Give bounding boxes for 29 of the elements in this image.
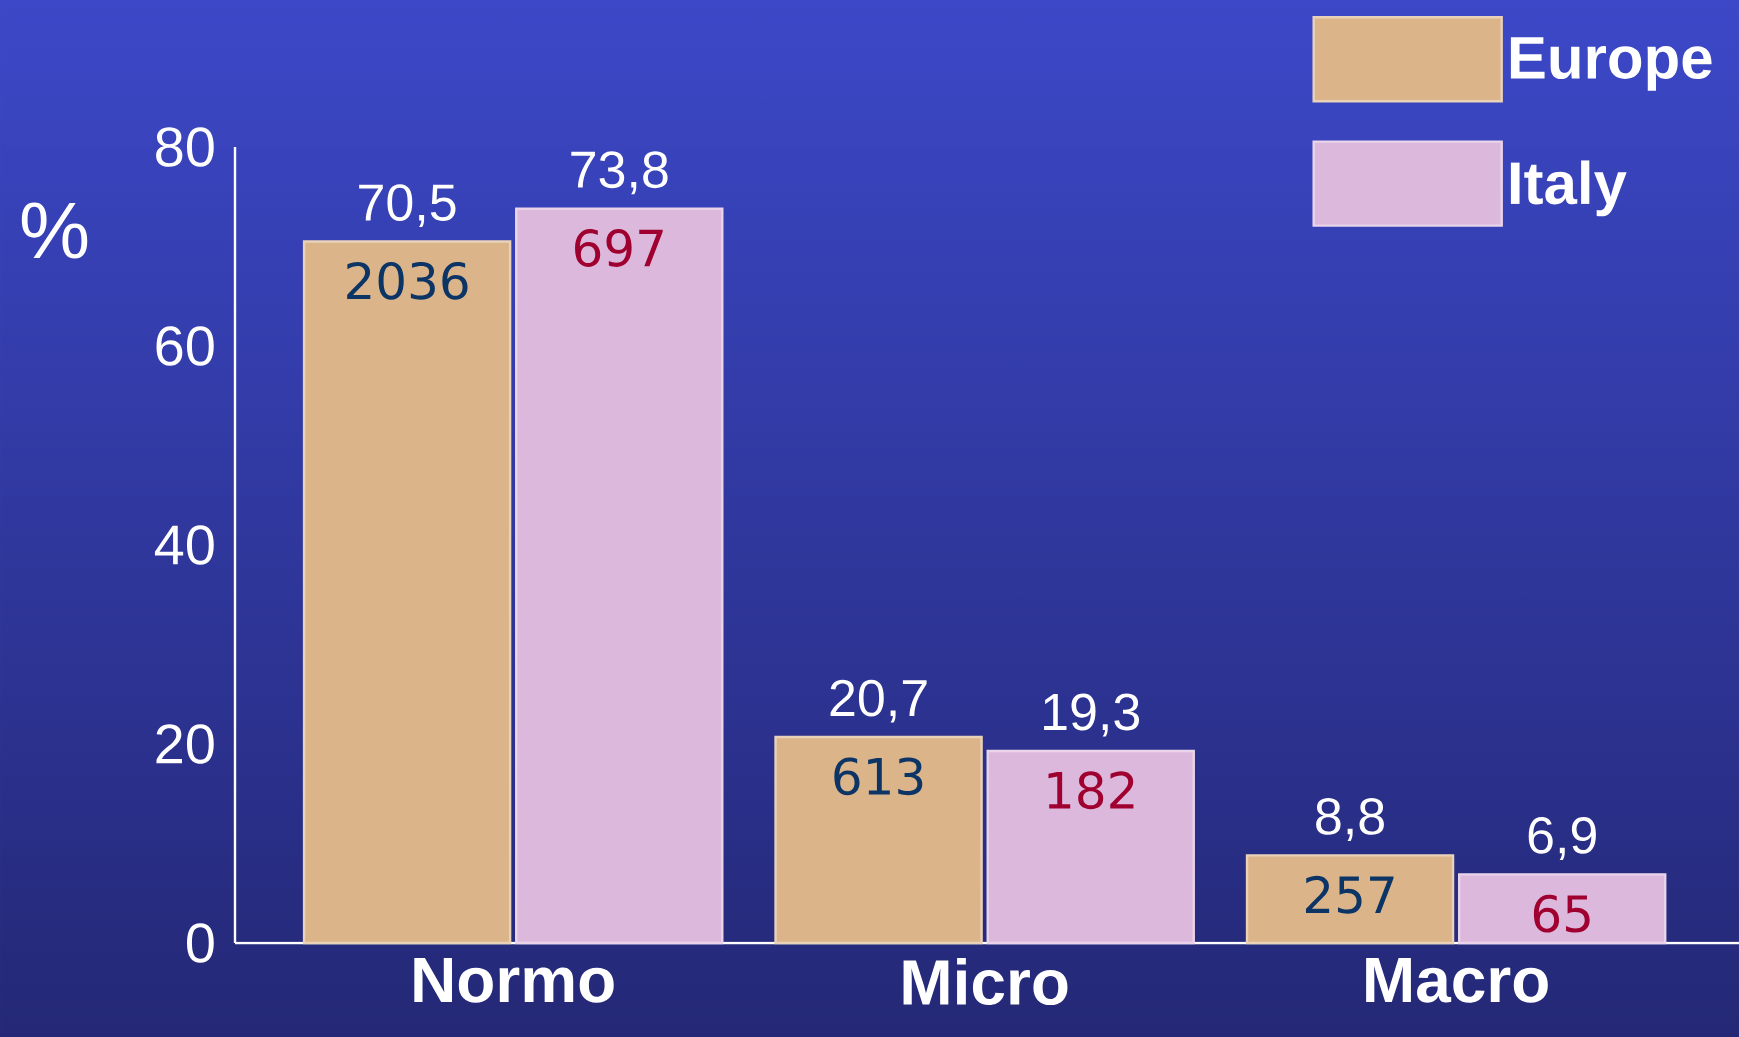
bar [986,749,1195,945]
annotation: 613 [834,757,923,796]
bar [515,207,724,945]
data-label: 70,5 [359,184,456,228]
y-tick-label: 40 [154,525,214,565]
bar [1457,873,1667,945]
data-label: 8,8 [1316,798,1384,842]
annotation: 65 [1533,894,1590,933]
y-tick-label: 0 [186,923,214,963]
y-tick-label: 20 [156,724,214,764]
y-tick-label: 80 [156,127,214,167]
data-label: 20,7 [830,679,927,723]
annotation: 257 [1305,875,1394,914]
y-tick-label: 60 [156,326,214,366]
data-label: 6,9 [1528,816,1596,860]
annotation: 697 [575,229,663,267]
annotation: 2036 [347,261,468,300]
legend-label: Europe [1510,37,1712,91]
x-tick-label: Macro [1366,958,1548,1003]
x-tick-label: Micro [903,958,1068,1006]
data-label: 73,8 [571,151,668,195]
bar [774,735,983,945]
bar [1245,854,1455,945]
legend-label: Italy [1510,160,1627,217]
x-tick-label: Normo [414,958,614,1003]
bar [302,240,512,945]
data-label: 19,3 [1044,693,1140,737]
y-axis-title: % [21,202,88,259]
annotation: 182 [1048,771,1134,810]
